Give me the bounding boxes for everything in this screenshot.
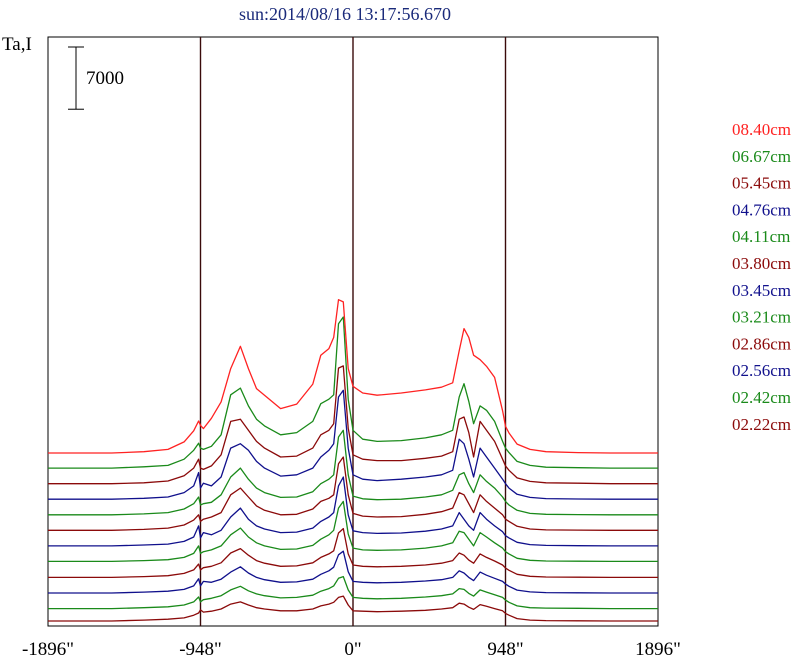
legend-entry: 04.11cm — [732, 227, 790, 246]
legend-entry: 02.56cm — [732, 361, 791, 380]
trace-line — [48, 389, 658, 500]
x-tick-label: -1896" — [22, 639, 74, 660]
trace-line — [48, 299, 658, 454]
trace-line — [48, 527, 658, 579]
scale-bar-label: 7000 — [86, 68, 124, 89]
legend-entry: 04.76cm — [732, 200, 791, 219]
legend-entry: 08.40cm — [732, 120, 791, 139]
trace-line — [48, 316, 658, 469]
scale-bar: 7000 — [68, 46, 124, 110]
legend-entry: 03.80cm — [732, 254, 791, 273]
legend-entry: 05.45cm — [732, 174, 791, 193]
legend: 08.40cm 06.67cm 05.45cm 04.76cm 04.11cm 03.80… — [732, 120, 791, 434]
legend-entry: 03.21cm — [732, 308, 791, 327]
trace-line — [48, 429, 658, 516]
legend-entry: 06.67cm — [732, 147, 791, 166]
legend-entry: 02.22cm — [732, 415, 791, 434]
y-axis-label: Ta,I — [2, 34, 32, 55]
x-tick-labels: -1896" -948" 0" 948" 1896" — [22, 639, 681, 660]
x-tick-label: 0" — [344, 639, 361, 660]
trace-line — [48, 550, 658, 594]
legend-entry: 02.86cm — [732, 334, 791, 353]
trace-line — [48, 365, 658, 485]
trace-line — [48, 500, 658, 563]
chart-title: sun:2014/08/16 13:17:56.670 — [239, 4, 451, 24]
legend-entry: 03.45cm — [732, 281, 791, 300]
trace-line — [48, 595, 658, 622]
trace-line — [48, 575, 658, 610]
vertical-markers — [199, 37, 507, 626]
x-tick-label: -948" — [179, 639, 222, 660]
x-tick-label: 1896" — [635, 639, 681, 660]
legend-entry: 02.42cm — [732, 388, 791, 407]
x-tick-label: 948" — [487, 639, 523, 660]
spectral-traces — [48, 299, 658, 622]
trace-line — [48, 476, 658, 547]
trace-line — [48, 456, 658, 531]
